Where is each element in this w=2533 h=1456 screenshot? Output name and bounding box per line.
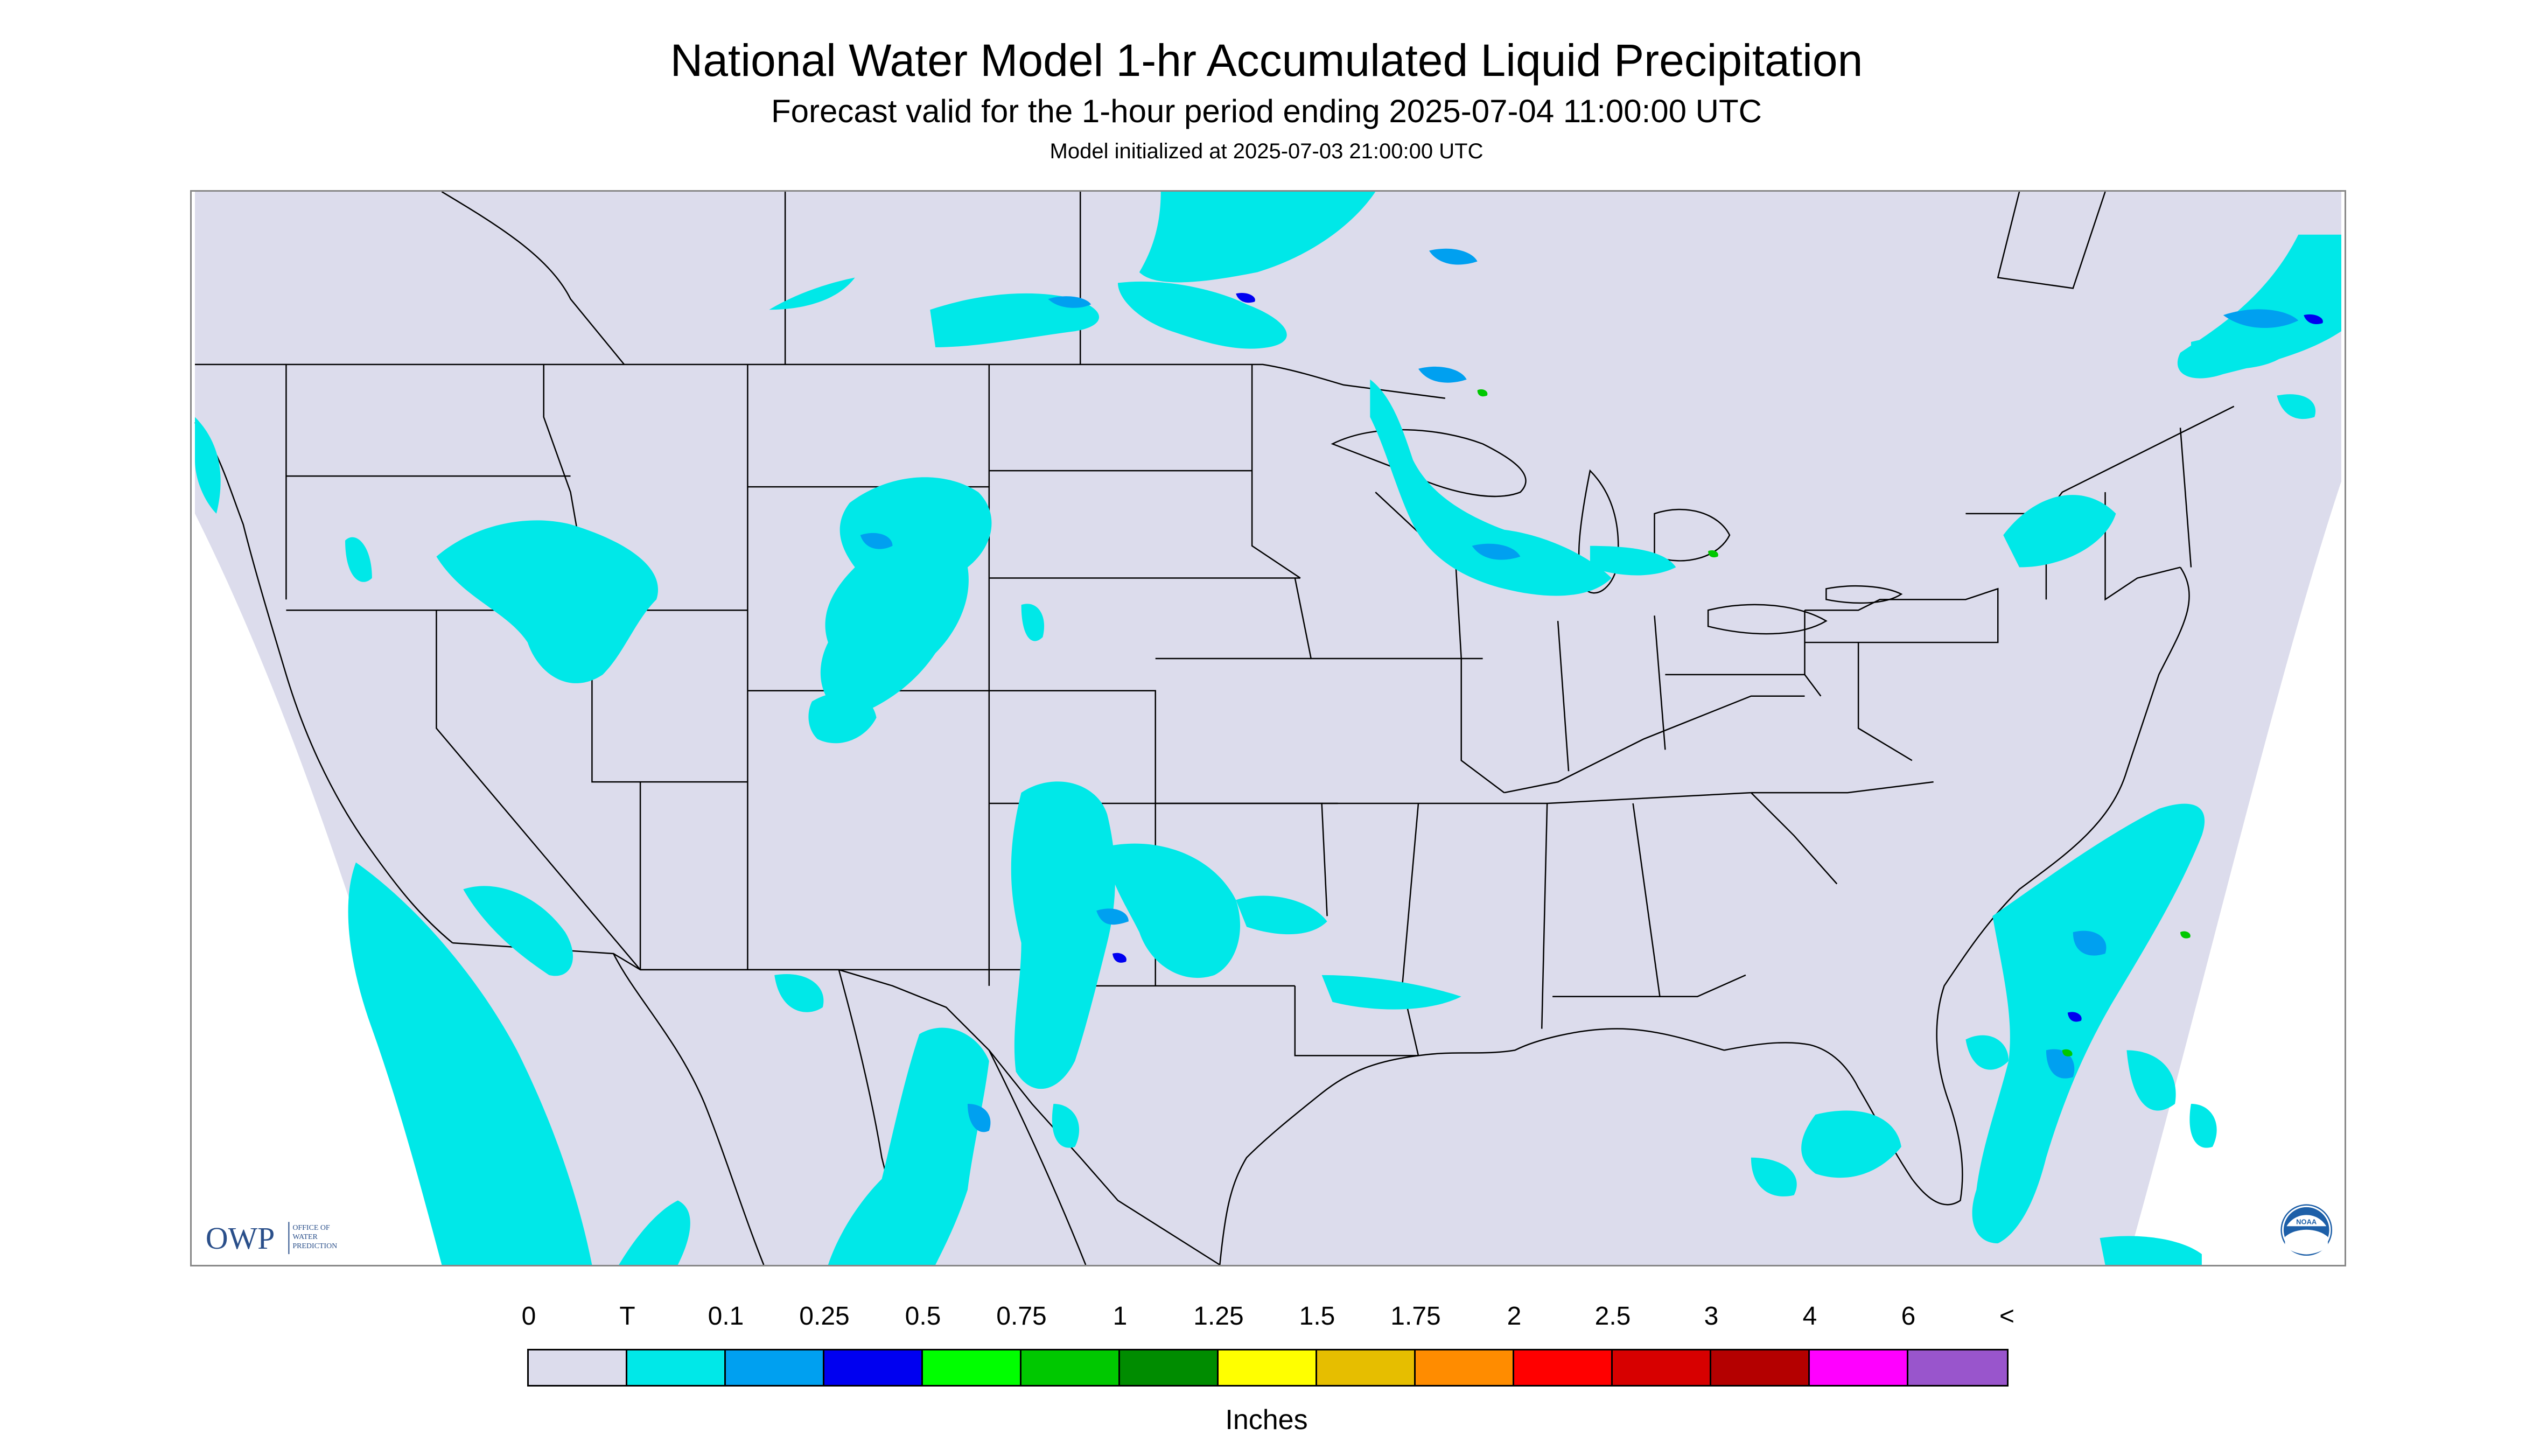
forecast-valid-subtitle: Forecast valid for the 1-hour period end… xyxy=(771,93,1762,129)
owp-logo-text: OWP xyxy=(206,1221,275,1256)
projection-domain xyxy=(195,192,2341,1265)
legend-tick-label: 1.5 xyxy=(1299,1302,1335,1331)
precipitation-map: OWP OFFICE OF WATER PREDICTION NOAA xyxy=(190,190,2346,1266)
legend-tick-label: 2.5 xyxy=(1594,1302,1631,1331)
legend-tick-label: 3 xyxy=(1704,1302,1719,1331)
legend-swatch xyxy=(1711,1350,1810,1385)
legend-tick-label: 0.1 xyxy=(708,1302,744,1331)
noaa-logo-text: NOAA xyxy=(2296,1217,2317,1226)
precipitation-field xyxy=(195,192,2341,1265)
legend-labels: 0 T 0.1 0.25 0.5 0.75 1 1.25 1.5 1.75 2 2.5 3 4 6 < xyxy=(0,1300,2533,1338)
model-init-time: Model initialized at 2025-07-03 21:00:00… xyxy=(1049,139,1484,163)
legend-tick-label: 1 xyxy=(1112,1302,1128,1331)
legend-color-bar xyxy=(527,1349,2009,1387)
legend-units: Inches xyxy=(1225,1404,1308,1436)
legend-tick-label: T xyxy=(619,1302,635,1331)
owp-logo-sub-2: WATER xyxy=(292,1233,318,1241)
legend-tick-label: 1.75 xyxy=(1390,1302,1441,1331)
legend-swatch xyxy=(726,1350,824,1385)
map-title: National Water Model 1-hr Accumulated Li… xyxy=(670,35,1863,86)
owp-logo-sub-3: PREDICTION xyxy=(292,1242,337,1250)
legend-swatch xyxy=(1120,1350,1219,1385)
legend-tick-label: 1.25 xyxy=(1193,1302,1244,1331)
legend-swatch xyxy=(824,1350,923,1385)
map-canvas: OWP OFFICE OF WATER PREDICTION NOAA xyxy=(194,192,2341,1265)
legend-tick-label: 0.75 xyxy=(996,1302,1047,1331)
legend-swatch xyxy=(1416,1350,1514,1385)
legend-swatch xyxy=(1317,1350,1416,1385)
legend-tick-label: 0 xyxy=(521,1302,536,1331)
owp-logo: OWP OFFICE OF WATER PREDICTION xyxy=(206,1221,337,1256)
legend-swatch xyxy=(627,1350,726,1385)
legend-swatch xyxy=(1219,1350,1317,1385)
legend-swatch xyxy=(1613,1350,1711,1385)
legend-swatch xyxy=(1810,1350,1908,1385)
legend-tick-label: < xyxy=(1999,1302,2015,1331)
legend-swatch xyxy=(529,1350,627,1385)
owp-logo-sub-1: OFFICE OF xyxy=(292,1224,330,1232)
legend-tick-label: 6 xyxy=(1901,1302,1916,1331)
legend-tick-label: 0.25 xyxy=(799,1302,850,1331)
legend-tick-label: 0.5 xyxy=(905,1302,941,1331)
legend-tick-label: 2 xyxy=(1507,1302,1522,1331)
legend-swatch xyxy=(1021,1350,1120,1385)
legend-tick-label: 4 xyxy=(1802,1302,1817,1331)
legend-swatch xyxy=(1908,1350,2007,1385)
legend-swatch xyxy=(923,1350,1021,1385)
noaa-logo: NOAA xyxy=(2280,1204,2333,1256)
legend-swatch xyxy=(1514,1350,1613,1385)
